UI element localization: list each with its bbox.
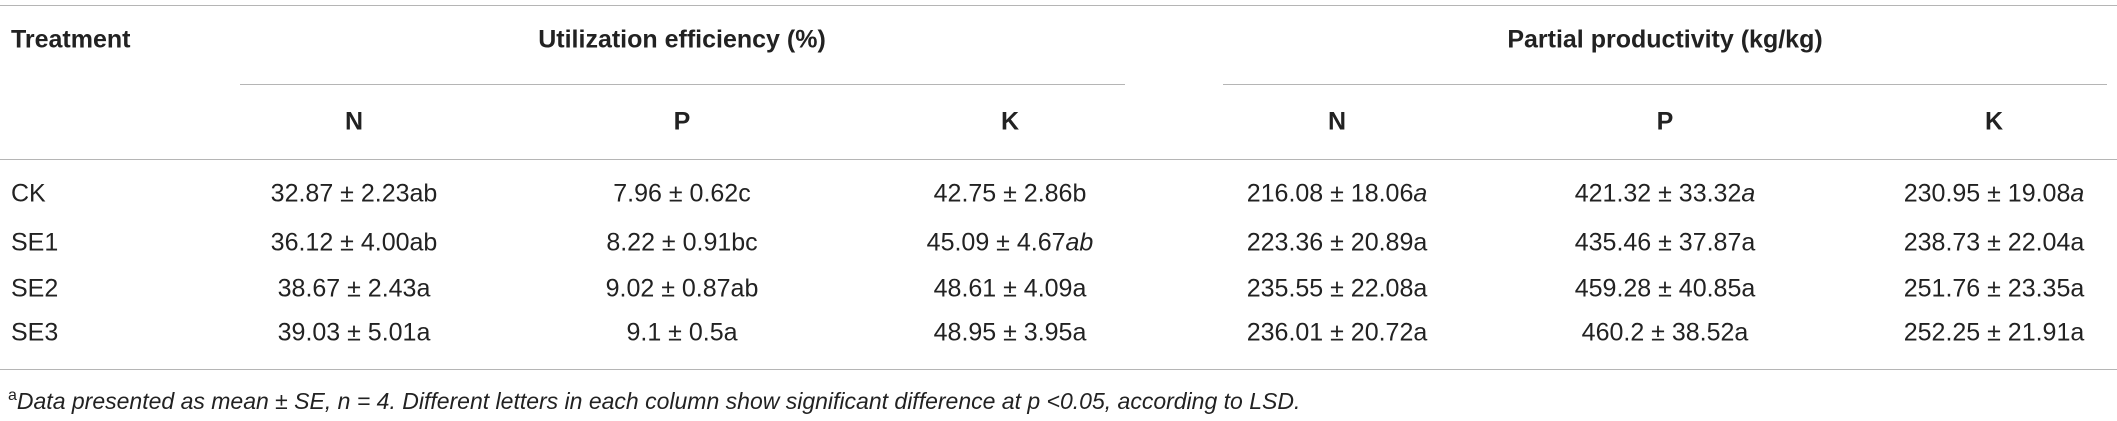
table-cell: 235.55 ± 22.08a — [1246, 274, 1428, 303]
footnote-marker: a — [8, 387, 17, 405]
table-cell: 435.46 ± 37.87a — [1574, 228, 1756, 257]
cell-value: 230.95 ± 19.08 — [1903, 179, 2071, 208]
cell-value: 216.08 ± 18.06 — [1246, 179, 1414, 208]
table-cell: 460.2 ± 38.52a — [1581, 318, 1749, 347]
column-header: K — [1984, 107, 2004, 136]
group-header: Partial productivity (kg/kg) — [1507, 25, 1823, 54]
row-label: SE2 — [11, 274, 59, 303]
table-cell: 39.03 ± 5.01a — [277, 318, 431, 347]
table-cell: 45.09 ± 4.67ab — [927, 229, 1094, 258]
table-cell: 223.36 ± 20.89a — [1246, 228, 1428, 257]
table-cell: 459.28 ± 40.85a — [1574, 274, 1756, 303]
cell-letters: a — [1413, 179, 1428, 208]
group-header: Utilization efficiency (%) — [538, 25, 826, 54]
table-cell: 7.96 ± 0.62c — [613, 179, 751, 208]
table-cell: 48.61 ± 4.09a — [933, 274, 1087, 303]
row-label: SE3 — [11, 318, 59, 347]
column-header: N — [1327, 107, 1347, 136]
table-cell: 251.76 ± 23.35a — [1903, 274, 2085, 303]
table-cell: 421.32 ± 33.32a — [1575, 180, 1756, 209]
table-cell: 216.08 ± 18.06a — [1247, 180, 1428, 209]
table-cell: 252.25 ± 21.91a — [1903, 318, 2085, 347]
cell-letters: a — [2070, 179, 2085, 208]
group-rule — [1223, 84, 2107, 85]
column-header: P — [1656, 107, 1674, 136]
table-cell: 38.67 ± 2.43a — [277, 274, 431, 303]
table-cell: 236.01 ± 20.72a — [1246, 318, 1428, 347]
bottom-rule — [0, 369, 2117, 370]
table-cell: 9.02 ± 0.87ab — [605, 274, 759, 303]
group-rule — [240, 84, 1125, 85]
table-cell: 238.73 ± 22.04a — [1903, 228, 2085, 257]
column-header: P — [673, 107, 691, 136]
footnote-text: Data presented as mean ± SE, n = 4. Diff… — [16, 387, 1301, 414]
table-cell: 32.87 ± 2.23ab — [270, 179, 438, 208]
table-cell: 9.1 ± 0.5a — [626, 318, 738, 347]
cell-letters: ab — [1065, 228, 1094, 257]
table-cell: 36.12 ± 4.00ab — [270, 228, 438, 257]
table-cell: 42.75 ± 2.86b — [933, 179, 1087, 208]
table-cell: 8.22 ± 0.91bc — [606, 228, 758, 257]
row-label: SE1 — [11, 228, 59, 257]
cell-value: 421.32 ± 33.32 — [1574, 179, 1742, 208]
footnote: aData presented as mean ± SE, n = 4. Dif… — [8, 387, 1300, 415]
cell-value: 45.09 ± 4.67 — [926, 228, 1066, 257]
column-header: Treatment — [11, 25, 131, 54]
table-cell: 48.95 ± 3.95a — [933, 318, 1087, 347]
cell-letters: a — [1741, 179, 1756, 208]
column-header: N — [344, 107, 364, 136]
top-rule — [0, 5, 2117, 6]
header-rule — [0, 159, 2117, 160]
column-header: K — [1000, 107, 1020, 136]
table-cell: 230.95 ± 19.08a — [1904, 180, 2085, 209]
row-label: CK — [11, 179, 46, 208]
